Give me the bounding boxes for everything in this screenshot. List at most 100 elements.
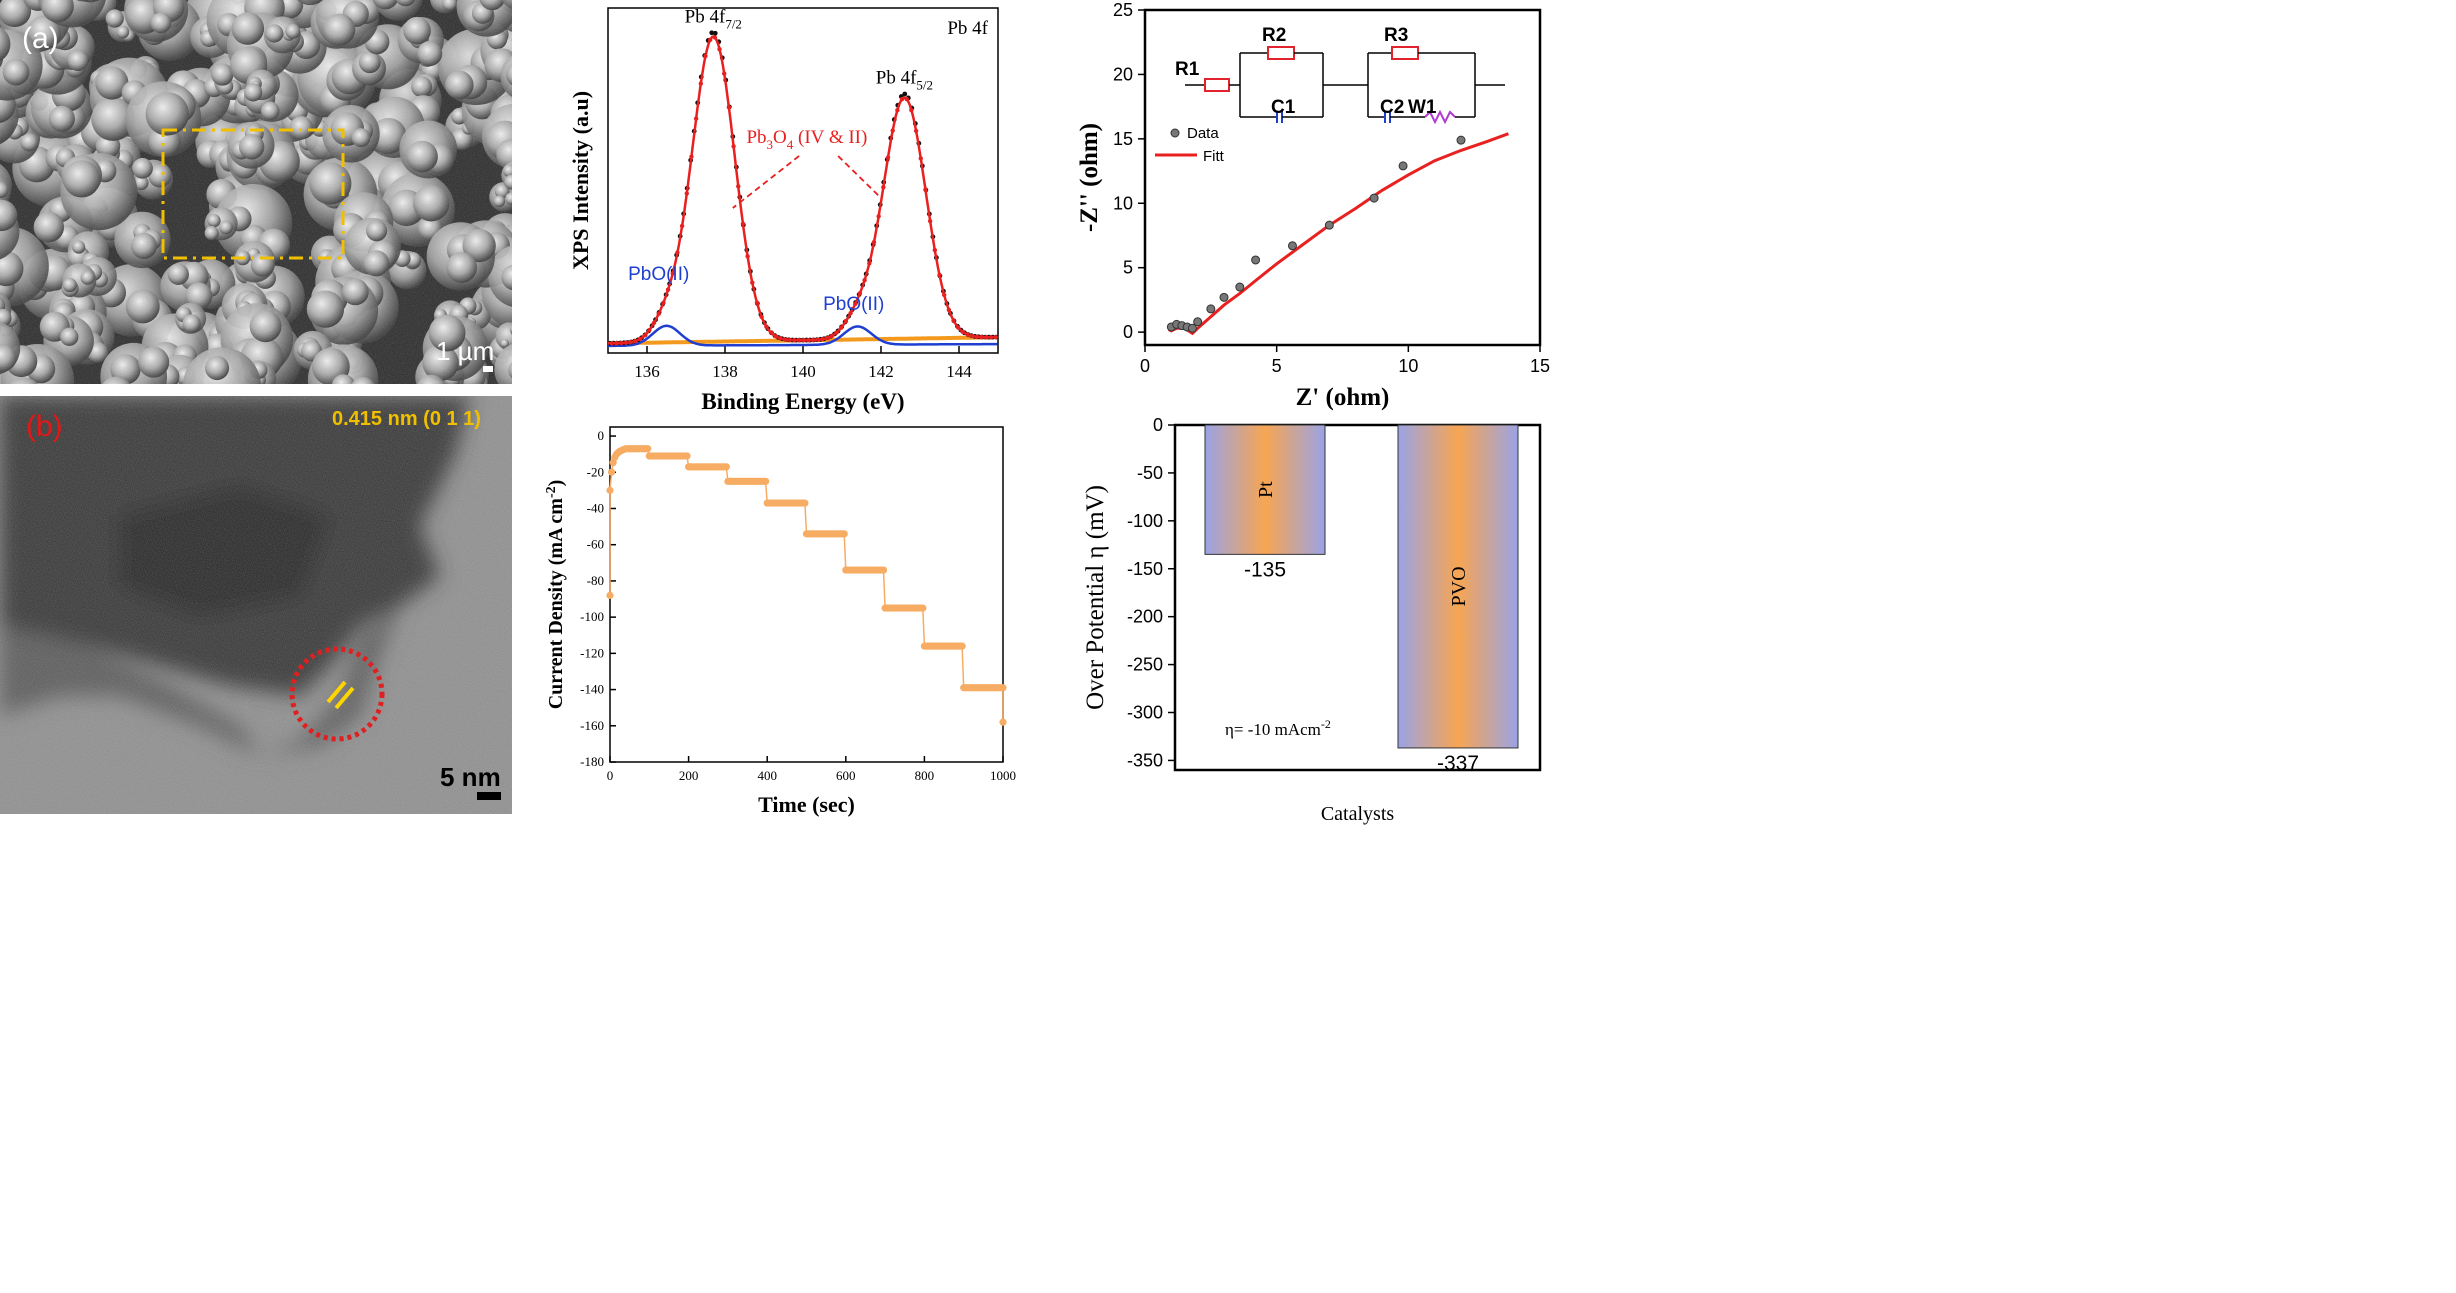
bar-y-tick-label: -300 <box>1127 703 1163 723</box>
xps-x-tick-label: 144 <box>946 362 972 381</box>
eis-data-point <box>1398 161 1408 171</box>
xps-fit-marker <box>782 337 788 342</box>
eis-legend-fit: Fitt <box>1203 148 1225 165</box>
xps-fit-marker <box>787 337 792 343</box>
chrono-data-point <box>919 604 927 612</box>
chrono-y-tick-label: -120 <box>580 645 604 660</box>
xps-fit-marker <box>703 53 708 59</box>
lattice-circle <box>289 646 385 742</box>
xps-fit-marker <box>796 338 802 343</box>
eis-y-tick-label: 15 <box>1113 129 1133 149</box>
xps-pbo-component-curve <box>608 324 998 348</box>
xps-fit-marker <box>904 96 909 102</box>
xps-fit-marker <box>684 191 689 196</box>
xps-x-tick-label: 140 <box>790 362 816 381</box>
eis-chart-svg: 0 5 10 15 0 5 10 15 20 25 Data Fitt R1 R2 C1 R3 C2 W1 Z' (… <box>1076 0 1550 411</box>
xps-fit-marker <box>993 335 998 340</box>
eis-x-axis-label: Z' (ohm) <box>1296 384 1390 411</box>
xps-fit-marker <box>628 339 633 345</box>
xps-fit-marker <box>834 330 839 335</box>
xps-fit-marker <box>661 300 666 306</box>
chrono-y-tick-label: 0 <box>598 428 605 443</box>
eis-plot-frame <box>1143 8 1542 347</box>
xps-fit-marker <box>810 337 816 343</box>
chrono-data-point <box>840 530 848 538</box>
bar-y-tick-label: -150 <box>1127 559 1163 579</box>
chrono-data-point <box>606 486 614 494</box>
bar-y-tick-label: -100 <box>1127 511 1163 531</box>
chrono-x-tick-label: 200 <box>679 768 699 783</box>
bar-y-tick-label: 0 <box>1153 415 1163 435</box>
chrono-chart: 0 200 400 600 800 1000 0 -20 -40 -60 -80 -100 -120 -1… <box>540 410 1016 825</box>
chrono-x-tick-label: 800 <box>915 768 935 783</box>
xps-fit-marker <box>670 271 675 276</box>
xps-x-axis-label: Binding Energy (eV) <box>701 389 904 414</box>
panel-a-label: (a) <box>22 22 59 55</box>
eis-chart: 0 5 10 15 0 5 10 15 20 25 Data Fitt R1 R2 C1 R3 C2 W1 Z' (… <box>1060 0 1560 411</box>
eis-legend-data: Data <box>1187 125 1219 142</box>
xps-fit-marker <box>885 155 891 160</box>
xps-fit-marker <box>675 250 680 255</box>
chrono-y-tick-label: -100 <box>580 609 604 624</box>
chrono-x-tick-label: 600 <box>836 768 856 783</box>
eis-y-tick-label: 20 <box>1113 64 1133 84</box>
xps-fit-marker <box>726 105 732 110</box>
chrono-data-point <box>683 452 691 460</box>
pb3o4-arrow-left <box>732 155 800 209</box>
xps-fit-marker <box>698 81 704 86</box>
fringe-line <box>334 686 355 710</box>
chrono-data-point <box>607 468 616 476</box>
chrono-y-tick-label: -80 <box>587 573 604 588</box>
chrono-data-point <box>879 566 888 574</box>
current-density-annotation: η= -10 mAcm-2 <box>1225 717 1331 739</box>
tem-image <box>0 396 512 814</box>
eis-y-axis-label: -Z'' (ohm) <box>1076 123 1103 232</box>
xps-plot-frame <box>607 7 999 354</box>
xps-fit-marker <box>609 341 615 346</box>
chrono-data-point <box>999 718 1007 726</box>
xps-fit-marker <box>614 340 619 346</box>
bar-y-tick-label: -350 <box>1127 750 1163 770</box>
xps-fit-marker <box>731 144 736 149</box>
xps-fit-marker <box>946 307 952 313</box>
bar-y-axis-label: Over Potential η (mV) <box>1082 485 1109 710</box>
eis-x-tick-label: 0 <box>1140 356 1150 376</box>
xps-data-point <box>902 91 908 97</box>
xps-fit-marker <box>745 254 750 259</box>
bar-value-label: -337 <box>1437 752 1479 775</box>
xps-chart: 136 138 140 142 144 Pb 4f7/2 Pb 4f5/2 Pb 4f Pb3O… <box>560 0 1030 420</box>
eis-x-tick-label: 10 <box>1398 356 1418 376</box>
xps-fit-marker <box>862 277 867 283</box>
eis-x-tick-label: 5 <box>1272 356 1282 376</box>
chrono-x-axis-label: Time (sec) <box>758 792 855 817</box>
bar-y-tick-label: -50 <box>1137 463 1163 483</box>
chrono-y-tick-label: -40 <box>587 500 604 515</box>
xps-fit-marker <box>689 154 694 159</box>
xps-fit-marker <box>806 337 811 343</box>
xps-fit-marker <box>848 310 853 316</box>
scale-bar-b-label: 5 nm <box>440 762 501 792</box>
scale-bar-b <box>477 792 501 800</box>
xps-fit-marker <box>754 300 760 305</box>
xps-fit-marker <box>876 214 881 219</box>
xps-fit-marker <box>717 47 722 52</box>
circuit-element-label: C1 <box>1271 97 1296 118</box>
resistor-r2 <box>1267 46 1295 60</box>
xps-fit-marker <box>712 35 718 40</box>
chrono-y-tick-label: -140 <box>580 682 604 697</box>
chrono-data-point <box>958 642 966 650</box>
xps-x-tick-label: 136 <box>634 362 660 381</box>
eis-y-tick-label: 0 <box>1123 322 1133 342</box>
chrono-data-point <box>762 477 770 485</box>
chrono-curve <box>609 447 1004 723</box>
xps-fit-marker <box>937 272 942 278</box>
tem-image-panel: (b) 0.415 nm (0 1 1) 5 nm <box>0 396 512 814</box>
bar-category-label: PVO <box>1448 566 1470 606</box>
pbo-right-label: PbO(II) <box>823 294 884 315</box>
sem-image <box>0 0 512 384</box>
chrono-y-tick-label: -180 <box>580 754 604 769</box>
xps-fit-marker <box>927 218 933 224</box>
eis-data-point <box>1219 292 1229 302</box>
xps-fit-marker <box>750 280 755 285</box>
xps-fit-marker <box>871 239 877 245</box>
